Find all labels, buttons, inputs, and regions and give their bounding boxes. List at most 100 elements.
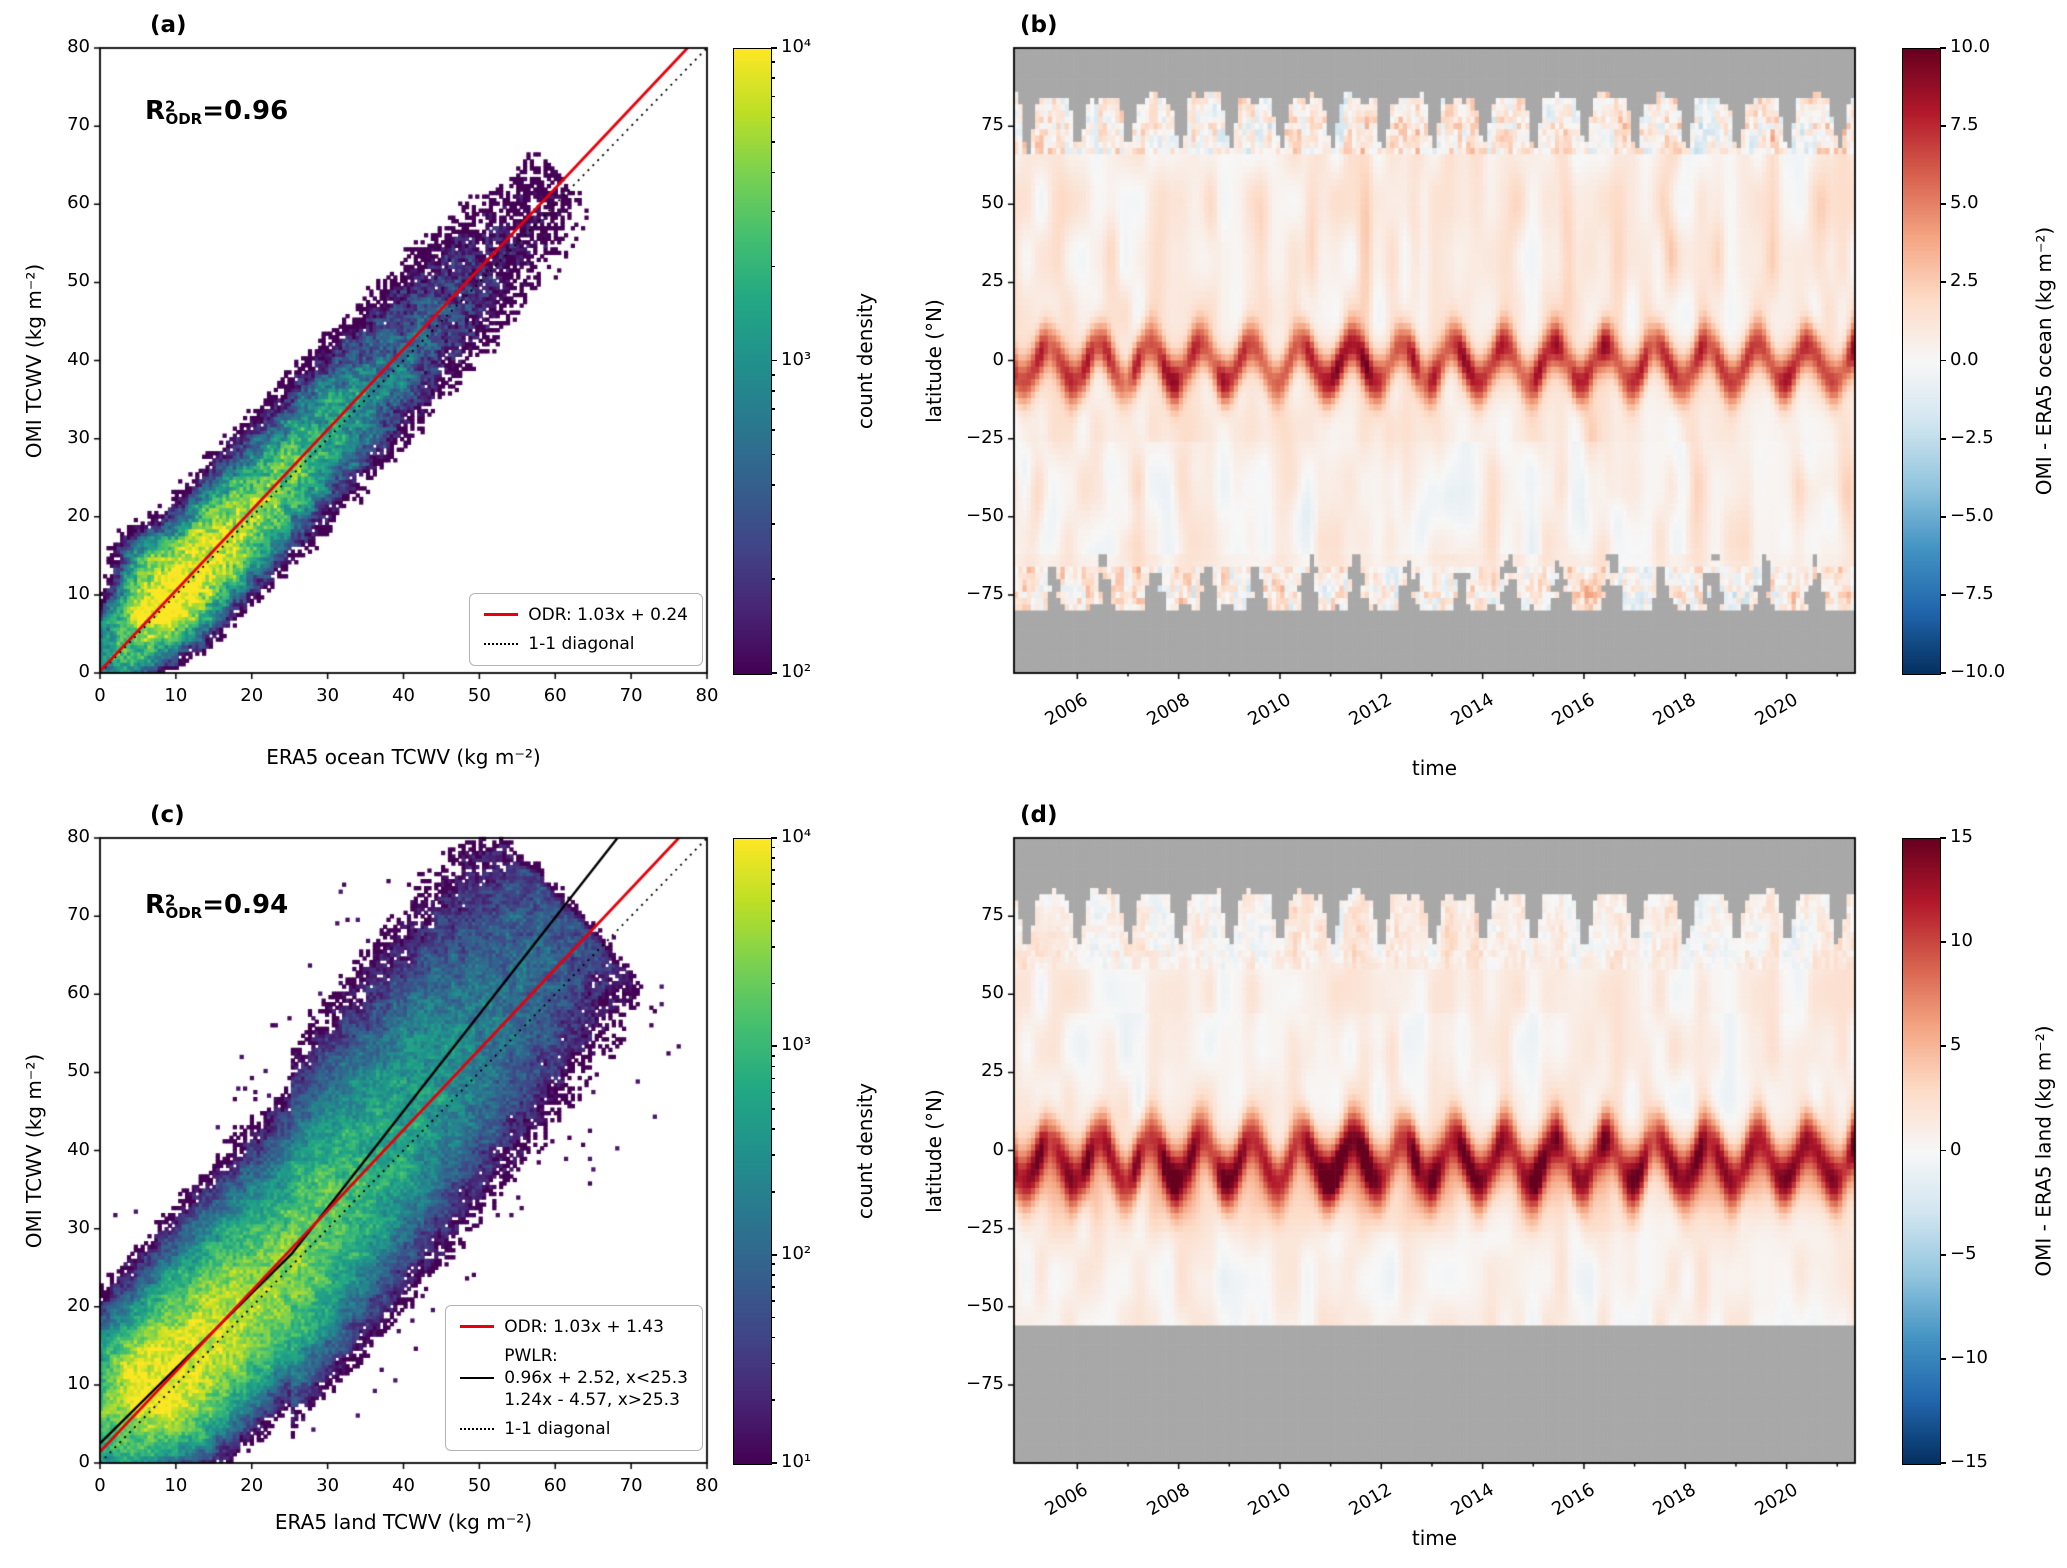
colorbar-minor-tick xyxy=(771,899,775,902)
colorbar-tick-label: 10³ xyxy=(781,348,812,370)
panel-c-r2-annotation: R2ODR=0.94 xyxy=(145,890,289,923)
y-tick-label: 80 xyxy=(67,826,90,847)
colorbar-tick-label: 10¹ xyxy=(781,1451,812,1472)
panel-a-letter: (a) xyxy=(150,12,187,38)
y-tick-label: 30 xyxy=(67,1216,90,1238)
x-tick-label: 30 xyxy=(316,685,340,706)
y-tick-label: −50 xyxy=(966,1294,1004,1316)
y-tick-label: 50 xyxy=(981,192,1004,214)
panel-b-hovmoller-plot xyxy=(1004,38,1865,683)
colorbar-tick-label: 10² xyxy=(781,661,812,682)
y-tick-label: 25 xyxy=(981,270,1004,292)
x-tick-label: 40 xyxy=(392,685,415,706)
colorbar-minor-tick xyxy=(771,1191,775,1193)
colorbar-tick-label: 15 xyxy=(1950,826,1973,847)
y-tick-label: −50 xyxy=(966,504,1004,526)
y-tick-label: 80 xyxy=(67,36,90,57)
colorbar-minor-tick xyxy=(771,171,775,174)
colorbar-tick-mark xyxy=(771,359,777,362)
x-tick-label: 70 xyxy=(619,1475,643,1496)
colorbar-tick-label: 10 xyxy=(1950,930,1973,952)
year-tick-label: 2020 xyxy=(1750,689,1802,731)
x-tick-label: 60 xyxy=(543,685,567,706)
colorbar-minor-tick xyxy=(771,1077,775,1080)
y-tick-label: 0 xyxy=(78,1451,90,1472)
panel-b-colorbar xyxy=(1902,48,1941,675)
legend-row: ODR: 1.03x + 1.43 xyxy=(460,1316,688,1338)
colorbar-tick-mark xyxy=(771,1045,777,1048)
x-tick-label: 0 xyxy=(94,1475,106,1496)
colorbar-minor-tick xyxy=(771,141,775,143)
colorbar-minor-tick xyxy=(771,265,775,268)
colorbar-tick-mark xyxy=(1940,47,1946,49)
year-tick-label: 2010 xyxy=(1244,689,1295,731)
colorbar-minor-tick xyxy=(771,846,775,849)
x-tick-label: 10 xyxy=(164,685,188,706)
panel-b-colorbar-label: OMI - ERA5 ocean (kg m⁻²) xyxy=(2032,226,2056,495)
y-tick-label: 30 xyxy=(67,426,90,448)
colorbar-minor-tick xyxy=(771,1274,775,1276)
colorbar-minor-tick xyxy=(771,1263,775,1265)
year-tick-label: 2008 xyxy=(1142,689,1194,731)
y-tick-label: 50 xyxy=(67,1060,90,1082)
colorbar-minor-tick xyxy=(771,1300,775,1302)
colorbar-tick-mark xyxy=(1940,1149,1946,1152)
colorbar-tick-label: −2.5 xyxy=(1950,426,1994,448)
y-tick-label: 0 xyxy=(992,1138,1004,1160)
colorbar-minor-tick xyxy=(771,210,775,213)
colorbar-minor-tick xyxy=(771,883,775,885)
x-tick-label: 80 xyxy=(695,1475,719,1496)
y-tick-label: −75 xyxy=(966,1372,1004,1394)
panel-c-colorbar-label: count density xyxy=(853,1082,877,1219)
legend-row: PWLR: 0.96x + 2.52, x<25.3 1.24x - 4.57,… xyxy=(460,1345,688,1411)
colorbar-tick-label: 10.0 xyxy=(1950,36,1991,57)
y-tick-label: 50 xyxy=(981,982,1004,1004)
panel-d-hovmoller-plot xyxy=(1004,828,1865,1473)
y-tick-label: 50 xyxy=(67,270,90,292)
colorbar-tick-label: −7.5 xyxy=(1950,582,1994,604)
year-tick-label: 2018 xyxy=(1649,689,1700,731)
colorbar-tick-mark xyxy=(771,837,777,839)
colorbar-minor-tick xyxy=(771,389,775,392)
colorbar-tick-mark xyxy=(1940,125,1946,128)
colorbar-minor-tick xyxy=(771,1286,775,1288)
colorbar-tick-mark xyxy=(1940,1357,1946,1360)
colorbar-tick-label: 10⁴ xyxy=(781,36,812,57)
colorbar-minor-tick xyxy=(771,1065,775,1068)
y-tick-label: 10 xyxy=(67,1372,90,1394)
x-tick-label: 40 xyxy=(392,1475,415,1496)
colorbar-minor-tick xyxy=(771,946,775,948)
colorbar-tick-mark xyxy=(1940,203,1946,206)
panel-c-letter: (c) xyxy=(150,802,185,828)
colorbar-minor-tick xyxy=(771,1128,775,1131)
colorbar-minor-tick xyxy=(771,1316,775,1319)
panel-a-r2-annotation: R2ODR=0.96 xyxy=(145,96,289,129)
panel-d-letter: (d) xyxy=(1020,802,1058,828)
colorbar-tick-mark xyxy=(1940,941,1946,944)
colorbar-minor-tick xyxy=(771,1336,775,1339)
y-tick-label: 20 xyxy=(67,504,90,526)
colorbar-tick-label: 5 xyxy=(1950,1034,1962,1056)
y-tick-label: 75 xyxy=(981,904,1004,926)
x-tick-label: 50 xyxy=(467,685,491,706)
panel-a-colorbar xyxy=(733,48,772,675)
y-tick-label: 40 xyxy=(67,1138,90,1160)
y-tick-label: −75 xyxy=(966,582,1004,604)
y-tick-label: 10 xyxy=(67,582,90,604)
y-tick-label: 25 xyxy=(981,1060,1004,1082)
colorbar-tick-label: −10 xyxy=(1950,1346,1988,1368)
odr-line-sample xyxy=(484,613,519,617)
odr-line-sample xyxy=(460,1325,495,1329)
panel-a-xlabel: ERA5 ocean TCWV (kg m⁻²) xyxy=(266,745,541,769)
colorbar-minor-tick xyxy=(771,61,775,64)
colorbar-tick-mark xyxy=(1940,672,1946,674)
colorbar-minor-tick xyxy=(771,1399,775,1402)
colorbar-tick-label: 10³ xyxy=(781,1034,812,1056)
colorbar-tick-mark xyxy=(1940,437,1946,440)
panel-d-xlabel: time xyxy=(1411,1526,1458,1550)
colorbar-minor-tick xyxy=(771,1055,775,1057)
panel-c-xlabel: ERA5 land TCWV (kg m⁻²) xyxy=(274,1510,533,1534)
colorbar-minor-tick xyxy=(771,1154,775,1157)
panel-c-colorbar xyxy=(733,838,772,1465)
panel-d-colorbar-label: OMI - ERA5 land (kg m⁻²) xyxy=(2032,1024,2056,1277)
